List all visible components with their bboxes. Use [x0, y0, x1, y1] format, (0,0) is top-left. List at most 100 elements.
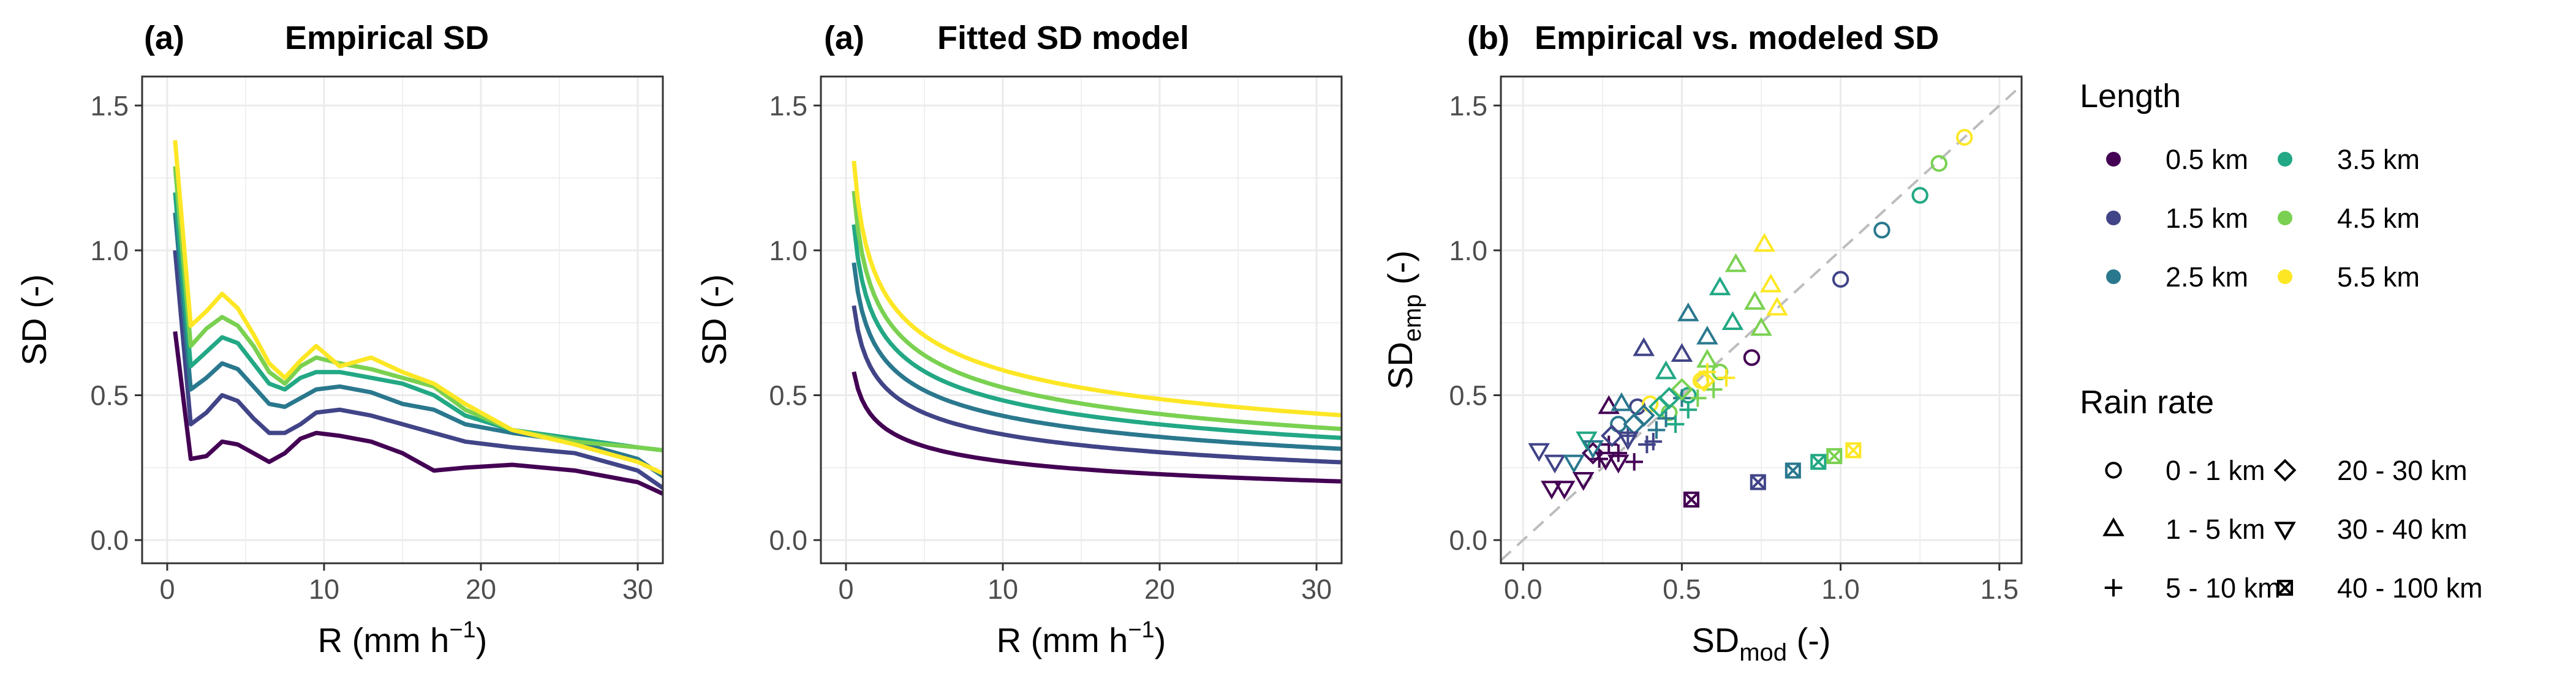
series-line-5.5-km	[173, 140, 663, 476]
point-triangle	[1696, 325, 1718, 345]
legend-length-swatch	[2106, 152, 2121, 167]
point-plus	[1679, 400, 1698, 419]
x-tick-label: 30	[622, 574, 653, 605]
x-tick-label: 0.5	[1663, 574, 1701, 605]
point-boxx	[1810, 454, 1827, 470]
y-tick-label: 1.5	[769, 90, 807, 121]
point-triangle-down	[1563, 454, 1585, 474]
point-diamond	[1658, 386, 1681, 410]
legend-rain-label: 20 - 30 km	[2337, 455, 2468, 486]
point-diamond	[1670, 378, 1693, 401]
y-axis-label: SD (-)	[15, 274, 53, 366]
panel-label: (a)	[144, 20, 184, 56]
point-plus	[1657, 410, 1675, 427]
y-axis-label: SDemp (-)	[1381, 250, 1426, 389]
panel-empirical-vs-modeled: 0.0 0.5 1.0 1.5 0.0 0.5 1.0 1.5 (b) Empirical vs.…	[1381, 20, 2023, 666]
panel-label: (b)	[1467, 20, 1509, 56]
legend-length-swatch	[2278, 211, 2292, 225]
point-plus	[1666, 415, 1685, 433]
y-tick-label: 1.5	[90, 90, 129, 121]
x-tick-label: 20	[1144, 574, 1175, 605]
panel-title: Empirical vs. modeled SD	[1535, 20, 1939, 56]
panel-empirical-sd: 0 10 20 30 0.0 0.5 1.0 1.5 (a) Empirical SD R (mm …	[15, 20, 664, 659]
data-layer	[1501, 83, 2022, 561]
point-circle	[1743, 349, 1761, 366]
point-triangle-down	[1617, 431, 1639, 451]
point-plus	[1644, 432, 1663, 451]
series-line-5.5-km	[852, 160, 1342, 418]
x-tick-label: 1.5	[1980, 574, 2019, 605]
x-axis-label: R (mm h−1)	[997, 617, 1166, 659]
panel-title: Fitted SD model	[937, 20, 1189, 56]
point-plus	[1600, 435, 1618, 454]
point-plus	[1647, 421, 1666, 439]
point-triangle	[1743, 291, 1766, 310]
series-line-0.5-km	[852, 371, 1342, 484]
legends: Length 0.5 km 1.5 km 2.5 km 3.5 km 4.5 km 5.5 …	[2080, 78, 2483, 604]
legend-length-title: Length	[2080, 78, 2181, 114]
legend-length-label: 3.5 km	[2337, 144, 2420, 175]
legend-rain-label: 0 - 1 km	[2166, 455, 2265, 486]
legend-rain-title: Rain rate	[2080, 384, 2214, 421]
x-tick-label: 20	[466, 574, 496, 605]
x-tick-label: 30	[1301, 574, 1332, 605]
point-triangle	[1709, 276, 1731, 296]
panel-label: (a)	[824, 20, 864, 56]
x-tick-label: 0	[159, 574, 175, 605]
point-triangle	[1677, 302, 1699, 321]
point-triangle	[1655, 360, 1677, 380]
legend-rain-symbol	[2105, 462, 2122, 479]
x-tick-label: 10	[988, 574, 1018, 605]
legend-rain-label: 1 - 5 km	[2166, 514, 2265, 545]
x-tick-label: 0.0	[1504, 574, 1543, 605]
legend-length-swatch	[2106, 269, 2121, 284]
series-line-2.5-km	[173, 212, 663, 478]
series-line-1.5-km	[852, 305, 1342, 465]
y-tick-label: 1.0	[1449, 235, 1487, 266]
legend-rain-label: 5 - 10 km	[2166, 572, 2281, 604]
x-tick-label: 0	[838, 574, 853, 605]
panel-border	[820, 75, 1343, 564]
point-plus	[1689, 389, 1707, 407]
legend-length-swatch	[2278, 269, 2292, 284]
x-axis-label: SDmod (-)	[1691, 621, 1830, 666]
point-triangle-down	[1541, 481, 1563, 500]
series-line-1.5-km	[173, 250, 663, 490]
y-tick-label: 1.0	[90, 235, 129, 266]
point-triangle	[1598, 395, 1620, 414]
panel-title: Empirical SD	[285, 20, 489, 56]
legend-length-label: 0.5 km	[2166, 144, 2248, 175]
point-plus	[1704, 380, 1723, 399]
legend-length-label: 2.5 km	[2166, 261, 2248, 293]
data-layer	[173, 140, 663, 496]
point-triangle	[1750, 317, 1772, 336]
point-plus	[1625, 453, 1643, 471]
point-diamond	[1693, 369, 1716, 392]
point-triangle-down	[1582, 440, 1604, 459]
panel-border	[1500, 75, 2023, 564]
x-tick-label: 1.0	[1821, 574, 1860, 605]
legend-rain-label: 30 - 40 km	[2337, 514, 2468, 545]
point-circle	[1873, 222, 1890, 239]
legend-rain-symbol	[2274, 522, 2296, 541]
point-boxx	[1683, 491, 1700, 508]
series-line-0.5-km	[173, 331, 663, 496]
point-triangle-down	[1553, 481, 1576, 500]
point-triangle-down	[1607, 454, 1630, 474]
y-tick-label: 0.0	[769, 525, 807, 556]
point-triangle	[1721, 311, 1744, 330]
legend-rain-label: 40 - 100 km	[2337, 572, 2483, 604]
point-triangle-down	[1595, 451, 1617, 471]
point-triangle-down	[1528, 443, 1550, 462]
point-triangle	[1633, 337, 1655, 356]
point-triangle	[1671, 343, 1693, 362]
x-axis-label: R (mm h−1)	[318, 617, 488, 659]
y-tick-label: 0.5	[1449, 380, 1487, 411]
series-line-2.5-km	[852, 262, 1342, 451]
point-boxx	[1826, 448, 1843, 464]
point-diamond	[1632, 404, 1655, 427]
series-line-3.5-km	[852, 224, 1342, 440]
legend-rain-symbol	[2104, 579, 2123, 597]
legend-length-label: 4.5 km	[2337, 203, 2420, 234]
